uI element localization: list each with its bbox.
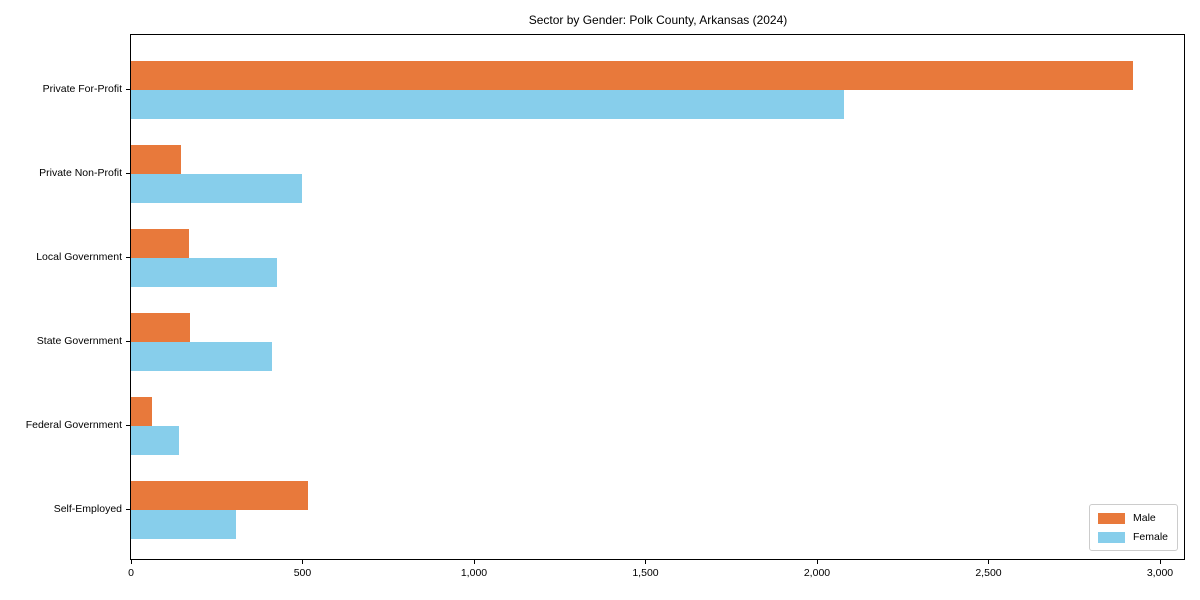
- category-label-private-for-profit: Private For-Profit: [42, 83, 122, 95]
- category-label-federal-government: Federal Government: [25, 419, 122, 431]
- category-label-local-government: Local Government: [36, 251, 122, 263]
- y-tick: [126, 257, 130, 258]
- x-tick-label: 2,500: [975, 567, 1002, 579]
- bar-male-state-government: [131, 313, 190, 342]
- legend-swatch-female: [1097, 531, 1125, 543]
- x-tick: [302, 560, 304, 564]
- bar-female-private-for-profit: [131, 90, 845, 119]
- x-tick-label: 2,000: [803, 567, 831, 579]
- legend-swatch-male: [1097, 512, 1125, 524]
- category-label-private-non-profit: Private Non-Profit: [39, 167, 122, 179]
- plot-area: Male Female: [130, 34, 1185, 560]
- y-tick: [126, 89, 130, 90]
- y-tick: [126, 173, 130, 174]
- bar-female-local-government: [131, 258, 277, 287]
- x-tick: [645, 560, 647, 564]
- x-tick-label: 3,000: [1146, 567, 1174, 579]
- x-tick: [816, 560, 818, 564]
- legend: Male Female: [1088, 504, 1178, 551]
- x-tick: [988, 560, 990, 564]
- bar-male-local-government: [131, 229, 190, 258]
- bar-male-federal-government: [131, 397, 152, 426]
- x-tick-label: 1,500: [632, 567, 659, 579]
- bar-male-private-non-profit: [131, 145, 181, 174]
- x-tick: [473, 560, 475, 564]
- x-tick-label: 0: [128, 567, 134, 579]
- y-tick: [126, 341, 130, 342]
- legend-item-male: Male: [1097, 512, 1168, 524]
- legend-label-female: Female: [1132, 531, 1168, 543]
- legend-item-female: Female: [1097, 531, 1168, 543]
- bar-male-self-employed: [131, 481, 308, 510]
- y-tick: [126, 509, 130, 510]
- bar-female-private-non-profit: [131, 174, 303, 203]
- x-tick: [131, 560, 132, 564]
- x-tick: [1159, 560, 1161, 564]
- bar-male-private-for-profit: [131, 61, 1133, 90]
- y-tick: [126, 425, 130, 426]
- chart-title: Sector by Gender: Polk County, Arkansas …: [528, 13, 788, 27]
- bar-female-state-government: [131, 342, 272, 371]
- bar-female-federal-government: [131, 426, 180, 455]
- category-label-self-employed: Self-Employed: [53, 503, 122, 515]
- legend-label-male: Male: [1132, 512, 1156, 524]
- x-tick-label: 500: [293, 567, 312, 579]
- x-tick-label: 1,000: [460, 567, 488, 579]
- category-label-state-government: State Government: [36, 335, 122, 347]
- bar-female-self-employed: [131, 510, 236, 539]
